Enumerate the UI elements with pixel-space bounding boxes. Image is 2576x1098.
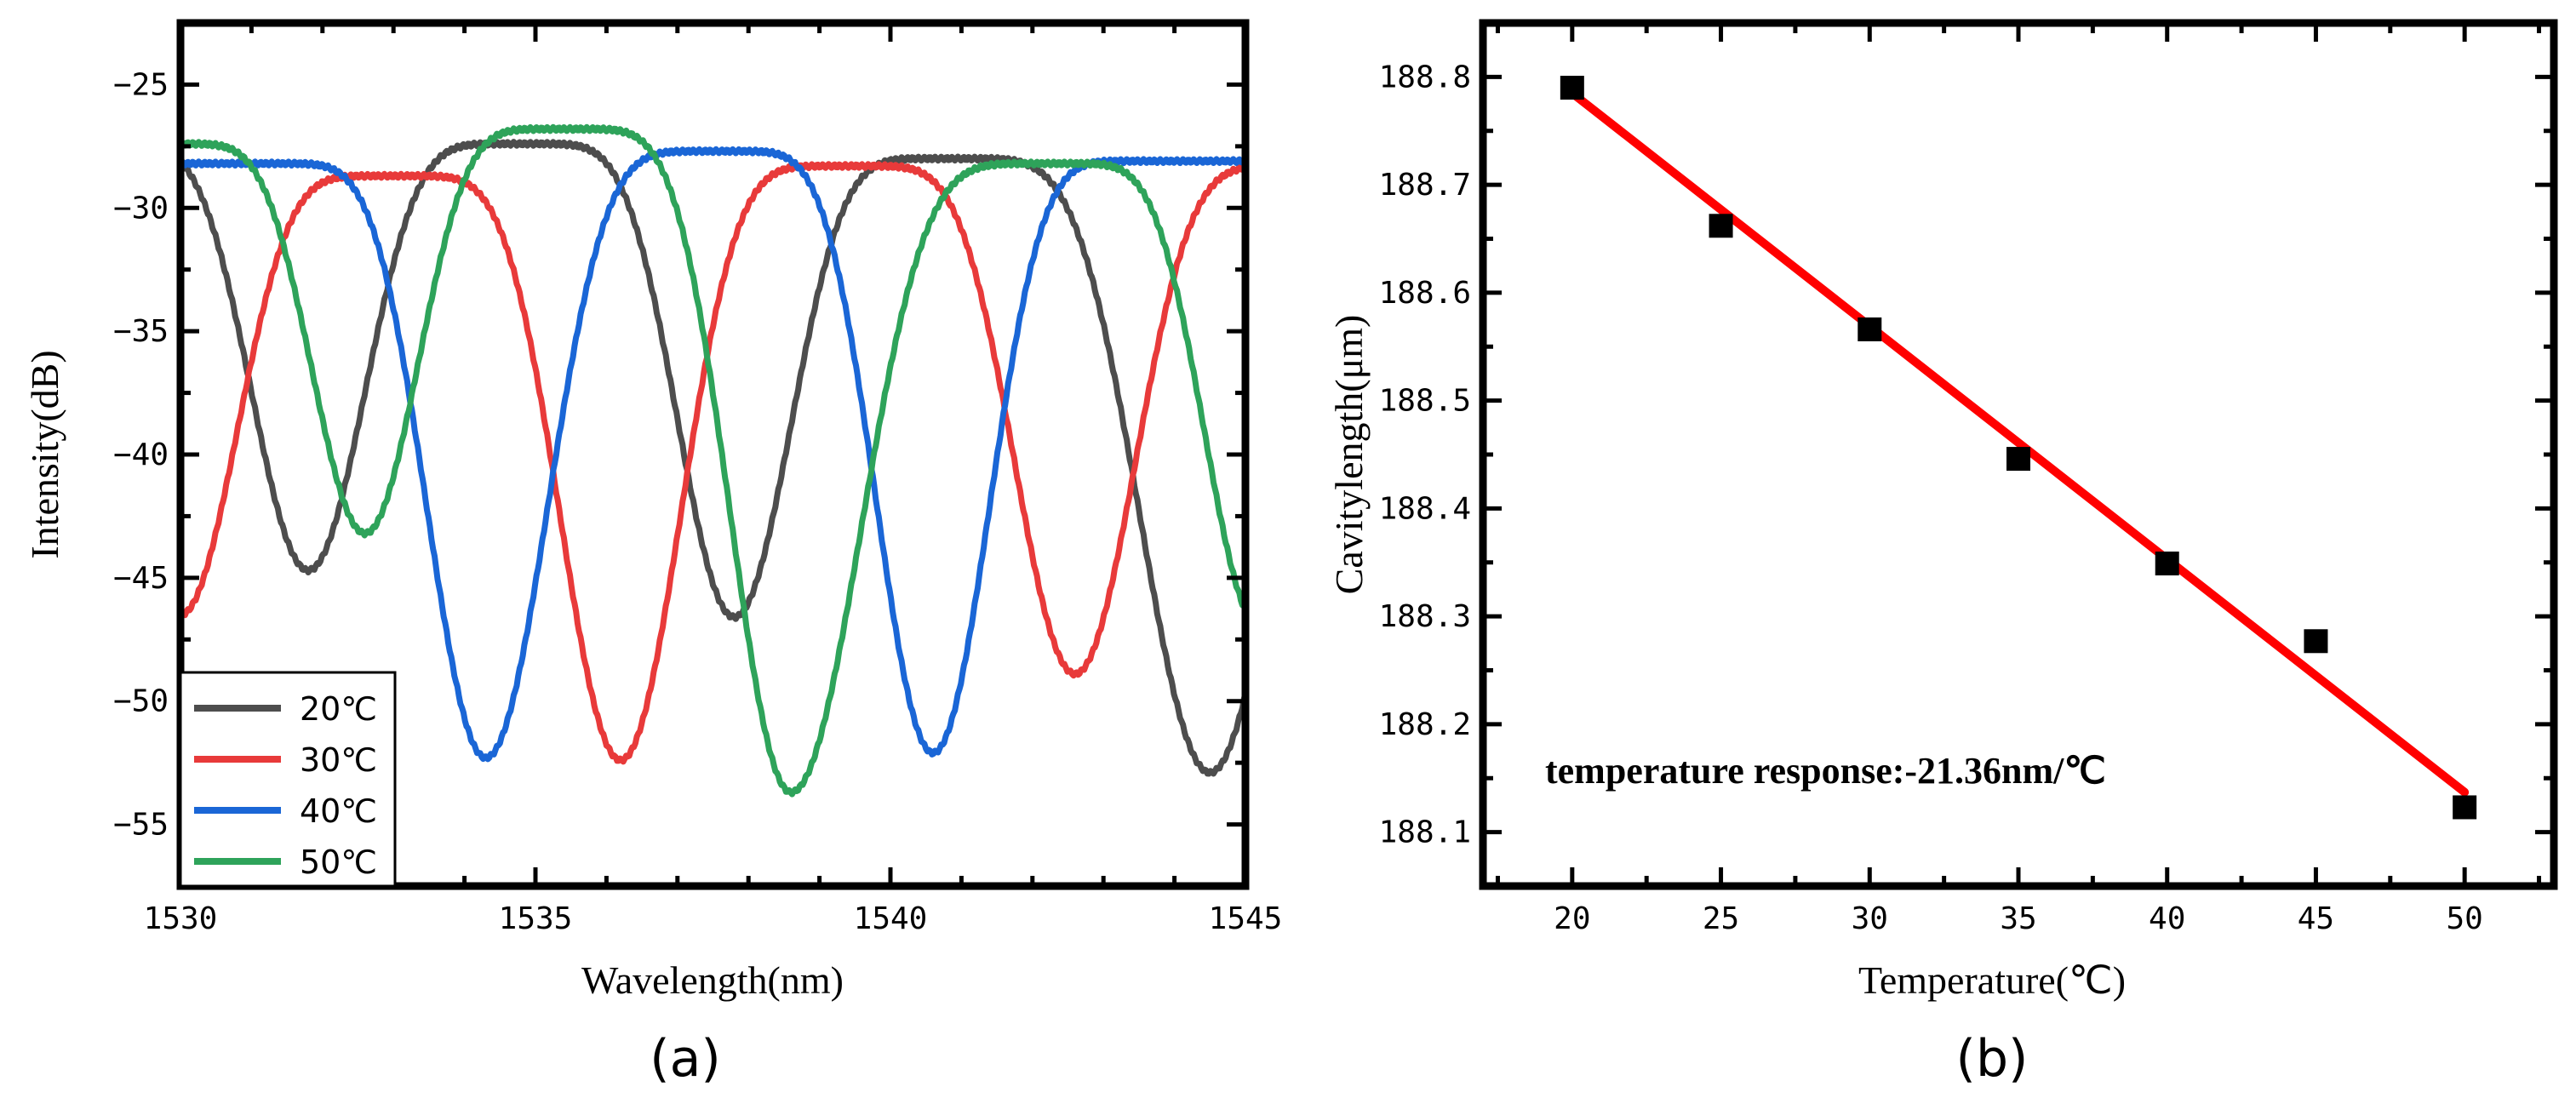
panel-a-x-axis-title: Wavelength(nm)	[581, 958, 844, 1002]
y-tick-label: −25	[113, 67, 169, 102]
panel-a-plot-frame	[176, 19, 1250, 890]
series-line-2	[180, 161, 1245, 765]
data-point	[2006, 447, 2030, 472]
x-tick-label: 20	[1554, 901, 1590, 936]
legend-label-4: 50℃	[300, 844, 377, 881]
panel-a-tick-labels: 1530 1535 1540 1545 −25 −30 −35 −40 −45 −50 −55	[113, 67, 1282, 936]
y-tick-label: 188.5	[1379, 384, 1471, 419]
panel-a-y-axis-title: Intensity(dB)	[23, 350, 66, 558]
x-tick-label: 40	[2149, 901, 2185, 936]
x-tick-label: 35	[2000, 901, 2036, 936]
data-points	[1560, 76, 2477, 820]
x-tick-label: 1530	[144, 901, 218, 936]
data-point	[2453, 795, 2477, 820]
data-point	[1858, 317, 1882, 341]
x-tick-label: 45	[2298, 901, 2334, 936]
y-tick-label: −40	[113, 437, 169, 472]
series-line-4	[180, 123, 1245, 798]
y-tick-label: 188.2	[1379, 707, 1471, 742]
y-tick-label: 188.1	[1379, 815, 1471, 850]
panel-a-spectrum-chart: 1530 1535 1540 1545 −25 −30 −35 −40 −45 −50 −55 Wa…	[23, 19, 1282, 1089]
y-tick-label: 188.7	[1379, 168, 1471, 203]
data-point	[2155, 552, 2179, 576]
panel-b-plot-frame	[1479, 19, 2558, 890]
y-tick-label: −45	[113, 561, 169, 596]
panel-b-label: (b)	[1956, 1029, 2029, 1089]
series-line-3	[180, 146, 1245, 763]
data-point	[1560, 76, 1584, 100]
series-line-1	[180, 139, 1245, 777]
legend-label-1: 20℃	[300, 690, 377, 728]
fit-line-group	[1567, 89, 2470, 797]
x-tick-label: 1535	[499, 901, 573, 936]
legend: 20℃ 30℃ 40℃ 50℃	[179, 671, 397, 888]
y-tick-label: 188.3	[1379, 599, 1471, 634]
y-tick-label: −35	[113, 314, 169, 349]
panel-a-label: (a)	[650, 1029, 721, 1089]
panel-b-x-axis-title: Temperature(℃)	[1858, 958, 2126, 1002]
x-tick-label: 30	[1852, 901, 1888, 936]
y-tick-label: −55	[113, 808, 169, 843]
data-point	[1709, 214, 1733, 238]
x-tick-label: 1540	[854, 901, 928, 936]
data-point	[2304, 629, 2328, 654]
y-tick-label: 188.8	[1379, 60, 1471, 94]
y-tick-label: −50	[113, 684, 169, 719]
spectrum-curves	[180, 123, 1245, 798]
y-tick-label: 188.6	[1379, 276, 1471, 311]
panel-b-y-axis-title: Cavitylength(μm)	[1327, 315, 1371, 595]
x-tick-label: 25	[1703, 901, 1739, 936]
panel-b-cavity-length-chart: 20 25 30 35 40 45 50 188.1 188.2 188.3 188.4 188.5 1…	[1327, 19, 2558, 1089]
x-tick-label: 50	[2446, 901, 2482, 936]
legend-label-3: 40℃	[300, 792, 377, 830]
legend-label-2: 30℃	[300, 741, 377, 779]
linear-fit-line	[1567, 89, 2470, 797]
y-tick-label: 188.4	[1379, 491, 1471, 526]
y-tick-label: −30	[113, 191, 169, 226]
x-tick-label: 1545	[1209, 901, 1283, 936]
panel-b-tick-labels: 20 25 30 35 40 45 50 188.1 188.2 188.3 188.4 188.5 1…	[1379, 60, 2483, 936]
temperature-response-annotation: temperature response:-21.36nm/℃	[1545, 750, 2106, 792]
